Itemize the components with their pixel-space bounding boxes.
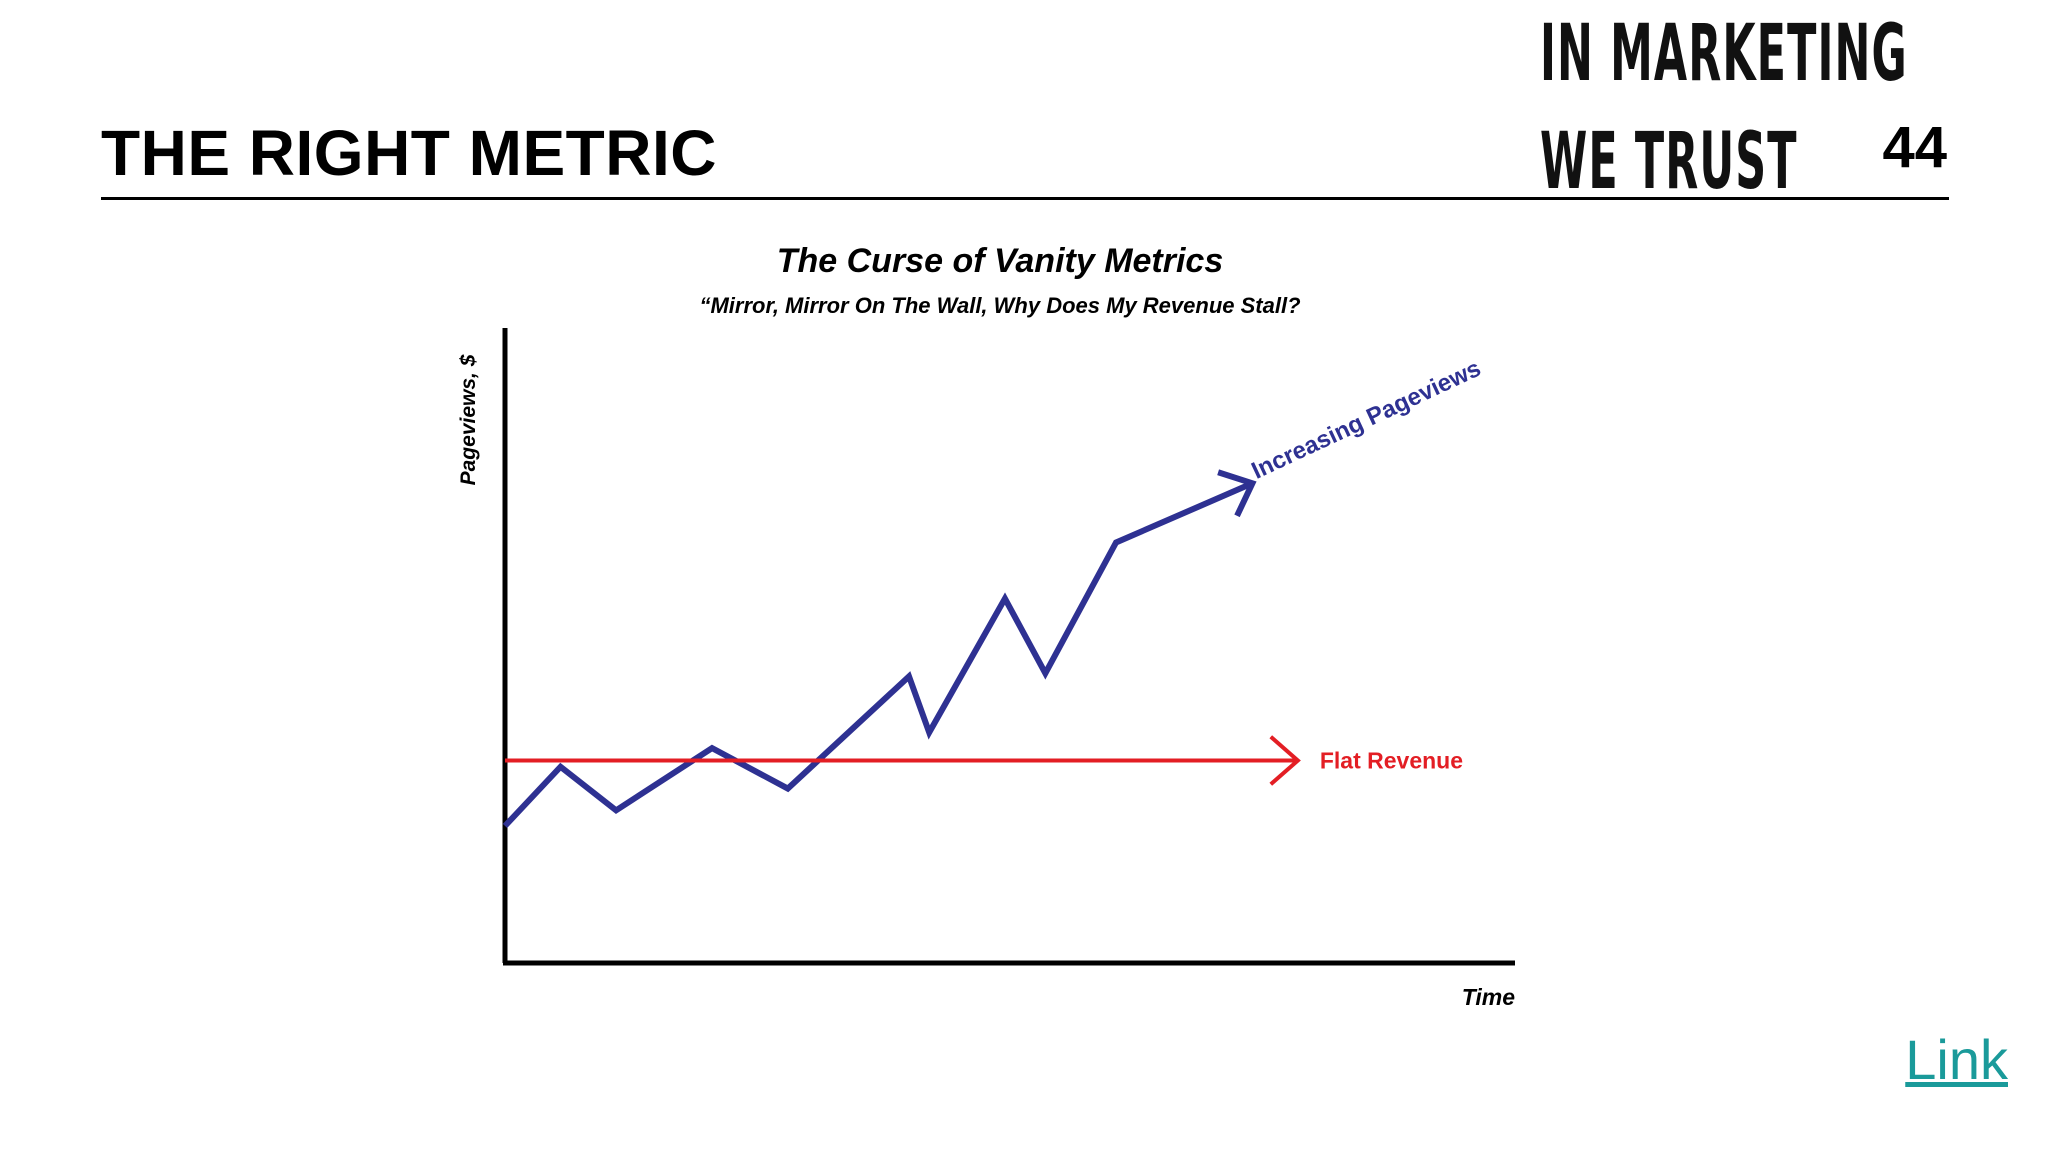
y-axis-label: Pageviews, $ bbox=[457, 354, 480, 485]
flat-revenue-arrowhead bbox=[1269, 735, 1301, 786]
chart-title: The Curse of Vanity Metrics bbox=[777, 242, 1224, 280]
increasing-pageviews-arrowhead bbox=[1217, 469, 1257, 518]
vanity-metrics-chart: The Curse of Vanity Metrics “Mirror, Mir… bbox=[457, 242, 1515, 1010]
title-divider bbox=[101, 197, 1949, 200]
brand-line-1: IN MARKETING bbox=[1540, 9, 1908, 99]
slide-title: THE RIGHT METRIC bbox=[101, 117, 717, 189]
chart-subtitle: “Mirror, Mirror On The Wall, Why Does My… bbox=[699, 293, 1300, 318]
brand-logo: IN MARKETING WE TRUST bbox=[1540, 0, 1908, 216]
flat-revenue-label: Flat Revenue bbox=[1320, 748, 1463, 774]
x-axis-label: Time bbox=[1462, 984, 1515, 1010]
plot-area: Increasing Pageviews Flat Revenue bbox=[502, 328, 1515, 966]
page-number: 44 bbox=[1882, 115, 1947, 180]
source-link[interactable]: Link bbox=[1905, 1028, 2008, 1091]
brand-line-2: WE TRUST bbox=[1540, 117, 1798, 207]
chart-container: The Curse of Vanity Metrics “Mirror, Mir… bbox=[430, 230, 1540, 1030]
increasing-pageviews-label: Increasing Pageviews bbox=[1248, 355, 1486, 485]
increasing-pageviews-line bbox=[502, 480, 1254, 828]
